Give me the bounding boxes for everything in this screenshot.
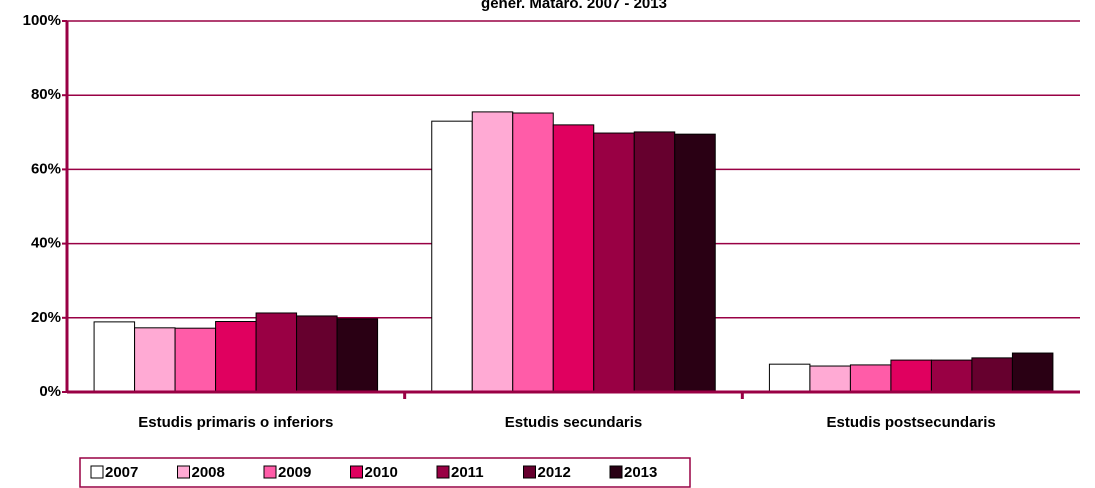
chart-title: gener. Mataró. 2007 - 2013: [481, 0, 667, 12]
x-tick-label: Estudis postsecundaris: [827, 414, 996, 431]
bar: [930, 359, 973, 393]
bar: [215, 321, 257, 393]
bar: [431, 120, 473, 393]
bar: [174, 327, 217, 393]
y-tick-label: 0%: [39, 383, 61, 400]
legend-swatch: [350, 465, 363, 479]
bar: [849, 364, 892, 393]
legend-label: 2011: [451, 464, 484, 481]
bar: [971, 357, 1013, 393]
bar: [134, 327, 176, 393]
x-tick-label: Estudis secundaris: [505, 414, 643, 431]
y-tick-label: 60%: [31, 160, 61, 177]
legend-label: 2009: [278, 464, 311, 481]
bar: [552, 124, 595, 393]
y-tick-label: 20%: [31, 309, 61, 326]
legend-label: 2007: [105, 464, 138, 481]
legend-swatch: [609, 465, 623, 479]
bar: [255, 312, 298, 393]
legend-label: 2010: [365, 464, 398, 481]
bar: [674, 133, 716, 393]
bar: [1011, 352, 1054, 393]
bar: [471, 111, 514, 393]
legend-label: 2013: [624, 464, 657, 481]
legend-swatch: [263, 465, 277, 479]
legend-swatch: [177, 465, 190, 479]
legend-label: 2012: [538, 464, 571, 481]
bar: [768, 363, 811, 393]
bar: [890, 359, 932, 393]
legend-swatch: [523, 465, 536, 479]
x-tick-label: Estudis primaris o inferiors: [138, 414, 333, 431]
y-tick-label: 100%: [23, 12, 61, 29]
legend-swatch: [436, 465, 450, 479]
bar: [512, 112, 554, 393]
y-tick-label: 80%: [31, 86, 61, 103]
bar: [593, 132, 635, 393]
bar: [336, 318, 379, 393]
y-tick-label: 40%: [31, 235, 61, 252]
bar: [633, 131, 676, 393]
bar: [93, 321, 136, 393]
bar: [296, 315, 338, 393]
legend-swatch: [90, 465, 104, 479]
bar: [809, 365, 851, 393]
legend-label: 2008: [192, 464, 225, 481]
